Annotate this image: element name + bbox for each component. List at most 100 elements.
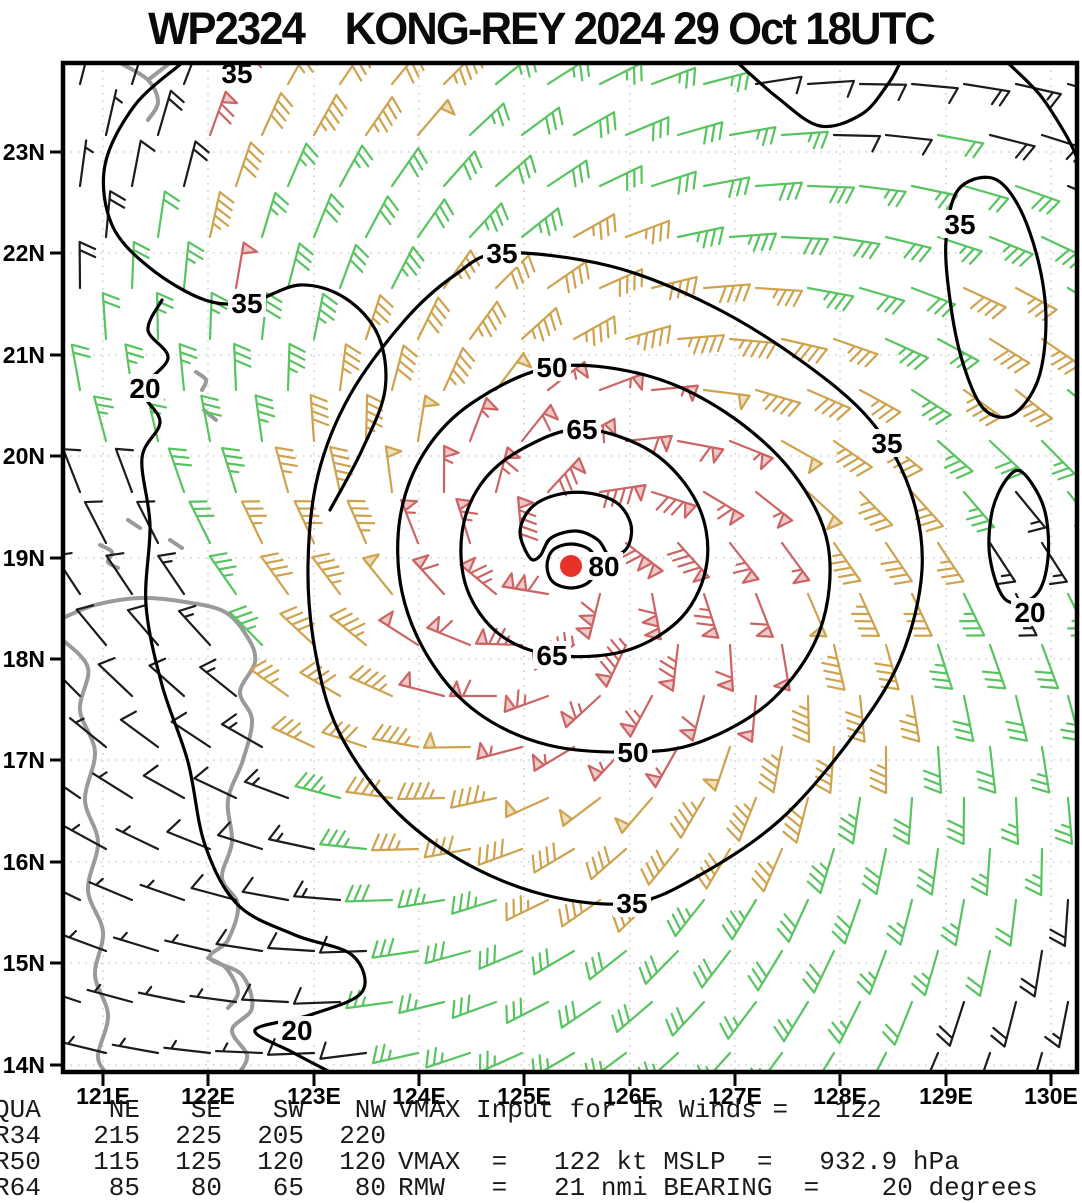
- wind-barb: [822, 1051, 836, 1070]
- wind-barb-pennant: [759, 452, 774, 471]
- wind-barb: [505, 895, 550, 922]
- wind-barb: [338, 243, 370, 290]
- wind-barb: [546, 457, 581, 497]
- lon-label-123E: 123E: [287, 1083, 341, 1109]
- wind-barb-pennant: [729, 508, 745, 526]
- wind-barb: [981, 643, 1007, 690]
- wind-barb: [558, 1000, 602, 1029]
- wind-barb: [1048, 898, 1070, 947]
- isotach-35kt: [944, 175, 1048, 419]
- wind-barb-pennant: [679, 728, 697, 742]
- wind-barb: [780, 337, 828, 364]
- wind-barb-pennant: [595, 673, 613, 688]
- wind-barb: [91, 771, 134, 800]
- wind-barb: [371, 937, 420, 959]
- radii-value: 115: [93, 1147, 140, 1177]
- wind-barb: [832, 337, 879, 368]
- wind-barb: [611, 1000, 654, 1033]
- wind-barb: [105, 552, 134, 596]
- wind-barb: [531, 1051, 576, 1070]
- wind-barb: [156, 89, 185, 137]
- wind-barb: [676, 121, 724, 145]
- radii-value: 80: [190, 1173, 222, 1203]
- wind-barb: [962, 490, 996, 533]
- wind-barb: [65, 995, 82, 1004]
- wind-barb: [780, 235, 830, 256]
- wind-barb-pennant: [570, 457, 587, 475]
- wind-barb: [75, 604, 108, 647]
- wind-barb: [546, 65, 591, 86]
- wind-barb: [856, 949, 888, 996]
- wind-barb: [396, 781, 446, 801]
- wind-barb: [988, 439, 1025, 480]
- wind-barb: [782, 796, 810, 844]
- radii-value: 215: [93, 1121, 140, 1151]
- wind-barb: [449, 784, 498, 809]
- wind-barb: [88, 877, 134, 902]
- wind-barb: [806, 388, 852, 421]
- wind-barb: [156, 190, 181, 239]
- wind-barb: [988, 541, 1017, 586]
- wind-barb-pennant: [683, 501, 697, 519]
- wind-barb: [208, 291, 228, 341]
- wind-barb: [78, 240, 97, 290]
- wind-barb: [650, 490, 697, 516]
- wind-barb-pennant: [645, 772, 662, 789]
- wind-barb-pennant: [587, 764, 604, 782]
- wind-barb: [1040, 541, 1069, 586]
- wind-barb: [364, 393, 384, 443]
- wind-barb: [806, 79, 855, 98]
- wind-barb: [111, 1037, 160, 1055]
- radii-value: 65: [272, 1173, 304, 1203]
- wind-barb: [1005, 694, 1029, 742]
- wind-barb: [814, 745, 836, 794]
- wind-barb: [1014, 490, 1047, 533]
- lat-label-15N: 15N: [3, 950, 45, 976]
- wind-barb: [260, 191, 290, 239]
- wind-barb-pennant: [619, 722, 637, 738]
- wind-barb: [65, 823, 108, 851]
- wind-barb: [148, 657, 186, 698]
- wind-barb: [214, 1042, 264, 1055]
- wind-barb: [241, 876, 290, 902]
- wind-barb: [182, 241, 205, 290]
- lat-label-17N: 17N: [3, 747, 45, 773]
- wind-barb: [312, 292, 338, 341]
- wind-barb: [424, 941, 472, 965]
- wind-barb: [468, 202, 509, 239]
- wind-barb-pennant: [362, 553, 380, 568]
- radii-value: 80: [354, 1173, 386, 1203]
- wind-barb: [260, 91, 294, 137]
- wind-barb: [312, 93, 348, 137]
- wind-barb: [142, 764, 186, 800]
- radii-value: 120: [339, 1147, 386, 1177]
- wind-barb-pennant: [476, 741, 490, 760]
- wind-barb: [478, 1050, 524, 1070]
- wind-barb-pennant: [459, 556, 477, 573]
- lat-label-14N: 14N: [3, 1052, 45, 1078]
- wind-barb: [802, 949, 836, 994]
- wind-barb: [1019, 949, 1044, 998]
- wind-barb: [157, 552, 186, 596]
- wind-barb: [1054, 796, 1074, 845]
- wind-barb: [494, 254, 536, 290]
- wind-barb: [640, 847, 680, 886]
- wind-barb: [693, 592, 720, 639]
- wind-barb: [364, 96, 402, 137]
- wind-barb: [451, 994, 498, 1020]
- wind-barb: [215, 928, 264, 953]
- wind-barb: [911, 949, 940, 997]
- wind-barb: [638, 949, 680, 985]
- wind-barb-pennant: [741, 569, 760, 584]
- wind-barb: [164, 933, 212, 953]
- radii-value: NW: [354, 1095, 386, 1125]
- wind-barb-pennant: [443, 444, 460, 459]
- wind-barb: [311, 552, 345, 596]
- wind-barb: [650, 66, 697, 89]
- wind-barb: [390, 245, 425, 290]
- wind-barb: [188, 500, 215, 545]
- wind-barb: [329, 607, 368, 647]
- rmw-bearing-line: RMW = 21 nmi BEARING = 20 degrees: [398, 1173, 1038, 1203]
- wind-barb-pennant: [411, 554, 430, 570]
